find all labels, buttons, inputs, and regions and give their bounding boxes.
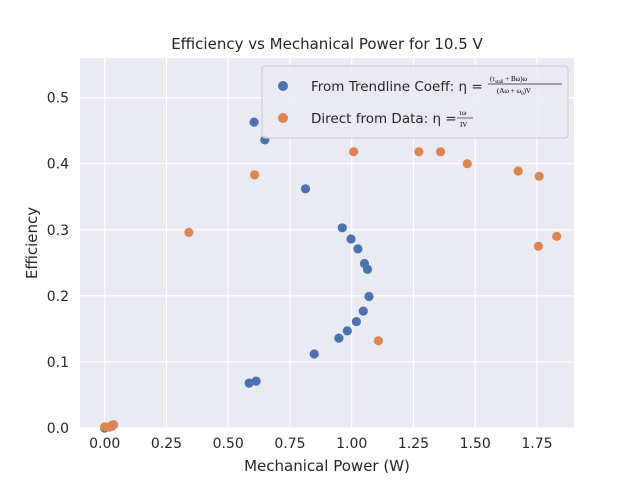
data-point	[184, 227, 194, 237]
x-tick-label: 0.00	[89, 436, 120, 452]
data-point	[552, 231, 562, 241]
x-tick-label: 0.50	[213, 436, 244, 452]
legend-fraction-trendline: (τstall + Bω)ω (Aω + ω0)V	[488, 75, 562, 97]
x-tick-label: 0.25	[151, 436, 182, 452]
data-point	[346, 234, 356, 244]
legend-denominator-sub: 0	[521, 92, 524, 97]
series-direct	[100, 147, 562, 432]
legend-numerator-direct: τω	[459, 109, 467, 117]
x-tick-label: 1.50	[460, 436, 491, 452]
legend-denominator-rest: )V	[524, 87, 531, 95]
data-point	[414, 147, 424, 157]
legend-numerator-rest: + Bω)ω	[504, 75, 528, 83]
legend: From Trendline Coeff: η = (τstall + Bω)ω…	[261, 65, 569, 139]
data-point	[373, 336, 383, 346]
y-tick-label: 0.0	[47, 421, 69, 437]
data-point	[334, 333, 344, 343]
x-tick-label: 0.75	[274, 436, 305, 452]
data-point	[107, 420, 117, 430]
y-tick-label: 0.3	[47, 223, 69, 239]
legend-numerator-sub: stall	[495, 80, 504, 85]
legend-marker-trendline	[278, 81, 288, 91]
y-tick-label: 0.2	[47, 289, 69, 305]
data-point	[513, 166, 523, 176]
data-point	[250, 170, 260, 180]
data-point	[353, 244, 363, 254]
data-point	[534, 171, 544, 181]
data-points	[100, 117, 562, 433]
legend-fraction-direct: τω IV	[457, 109, 473, 129]
legend-numerator-trendline: (τ	[490, 75, 495, 83]
svg-text:(Aω + ω0)V: (Aω + ω0)V	[497, 87, 531, 97]
data-point	[462, 159, 472, 169]
data-point	[362, 264, 373, 274]
y-axis-label: Efficiency	[23, 207, 41, 279]
y-tick-label: 0.4	[47, 157, 69, 173]
svg-text:(τstall + Bω)ω: (τstall + Bω)ω	[490, 75, 528, 85]
data-point	[436, 147, 446, 157]
legend-denominator-trendline: (Aω + ω	[497, 87, 521, 95]
data-point	[349, 147, 359, 157]
x-axis-label: Mechanical Power (W)	[244, 457, 410, 475]
x-axis-ticks: 0.00 0.25 0.50 0.75 1.00 1.25 1.50 1.75	[89, 436, 552, 452]
legend-marker-direct	[278, 113, 288, 123]
data-point	[309, 349, 319, 359]
data-point	[249, 117, 259, 127]
x-tick-label: 1.75	[521, 436, 552, 452]
data-point	[342, 326, 352, 336]
chart-title: Efficiency vs Mechanical Power for 10.5 …	[171, 35, 483, 53]
data-point	[358, 306, 368, 316]
y-tick-label: 0.1	[47, 355, 69, 371]
x-tick-label: 1.25	[398, 436, 429, 452]
data-point	[244, 378, 254, 388]
x-tick-label: 1.00	[336, 436, 367, 452]
data-point	[251, 376, 261, 386]
data-point	[351, 317, 361, 327]
data-point	[337, 223, 347, 233]
legend-label-direct: Direct from Data: η =	[311, 111, 457, 127]
y-axis-ticks: 0.0 0.1 0.2 0.3 0.4 0.5	[47, 91, 69, 437]
data-point	[300, 184, 311, 194]
data-point	[533, 241, 544, 251]
legend-label-trendline: From Trendline Coeff: η =	[311, 79, 483, 95]
y-tick-label: 0.5	[47, 91, 69, 107]
data-point	[364, 291, 374, 302]
legend-denominator-direct: IV	[460, 121, 467, 129]
